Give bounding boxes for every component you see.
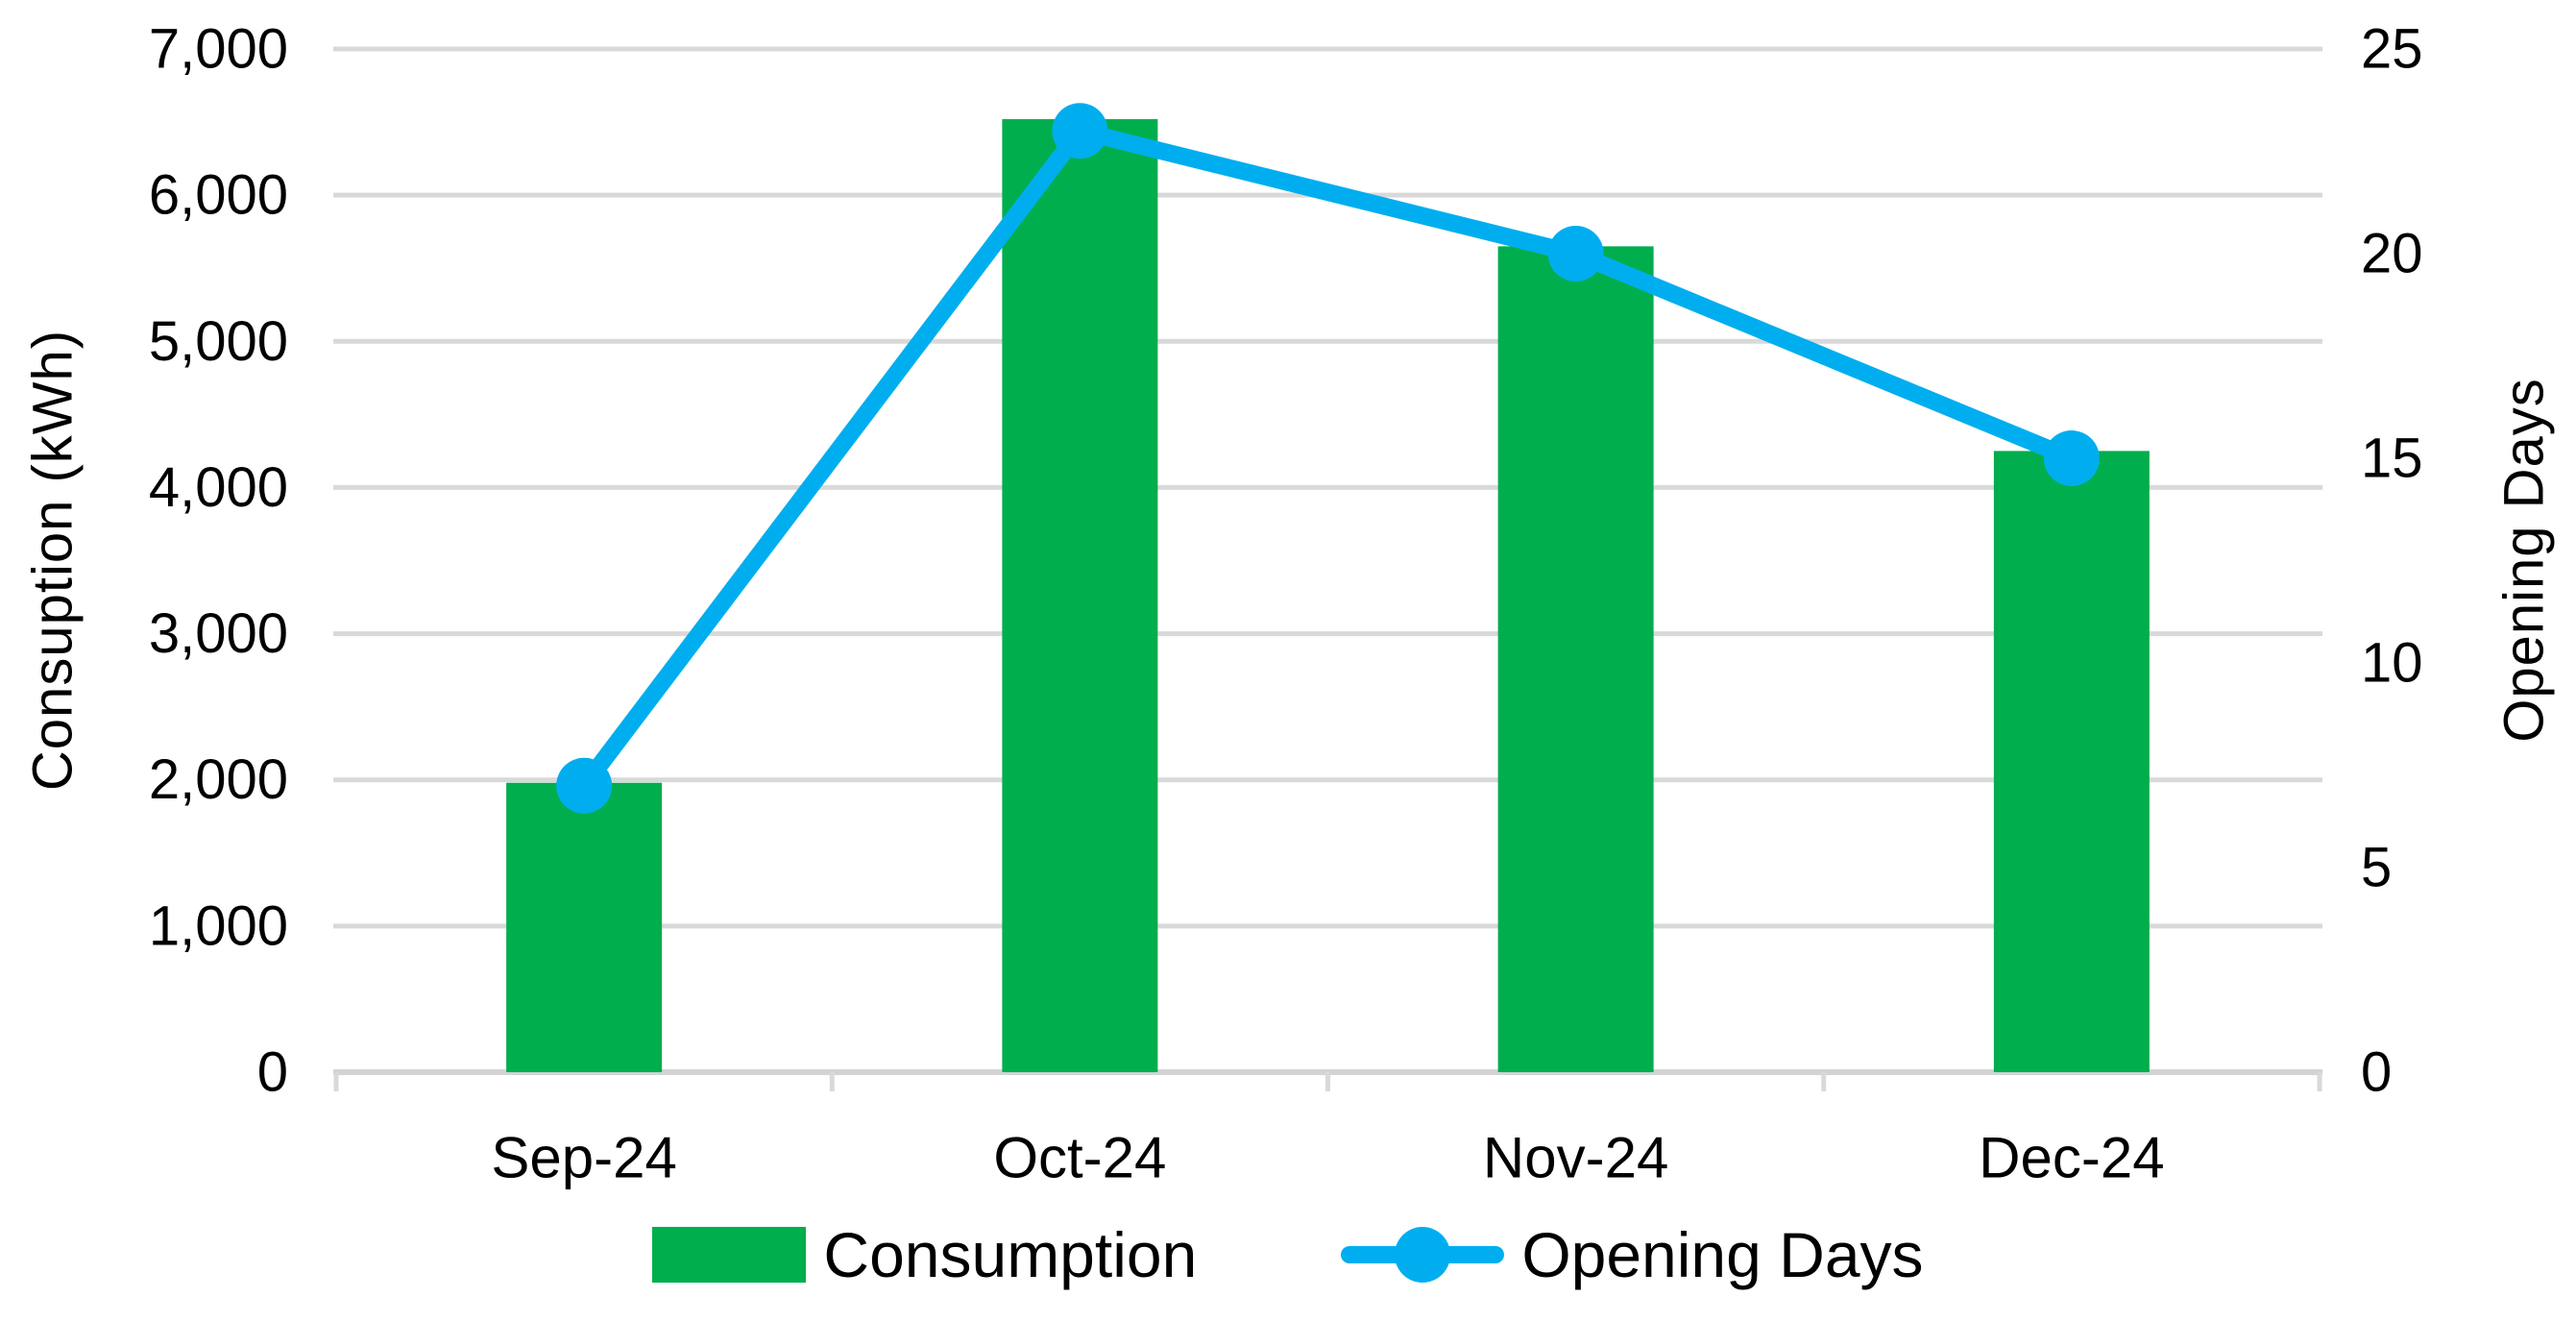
category-labels: Sep-24 Oct-24 Nov-24 Dec-24 <box>491 1126 2164 1190</box>
marker-sep-24 <box>556 757 613 814</box>
bar-dec-24 <box>1993 451 2150 1073</box>
right-axis-tick-label: 5 <box>2361 837 2392 899</box>
bar-sep-24 <box>506 782 663 1072</box>
right-axis-tick-label: 0 <box>2361 1041 2392 1104</box>
left-axis-tick-label: 7,000 <box>149 18 288 81</box>
opening-days-dot-icon <box>1395 1227 1451 1283</box>
legend-item-opening-days: Opening Days <box>1341 1218 1924 1291</box>
marker-dec-24 <box>2043 430 2100 486</box>
category-label-dec-24: Dec-24 <box>1979 1126 2164 1190</box>
category-label-oct-24: Oct-24 <box>993 1126 1166 1190</box>
legend: Consumption Opening Days <box>0 1218 2576 1291</box>
legend-label-consumption: Consumption <box>823 1219 1198 1290</box>
bar-nov-24 <box>1497 246 1654 1073</box>
right-axis-tick-label: 10 <box>2361 632 2423 695</box>
left-axis-tick-label: 6,000 <box>149 164 288 227</box>
consumption-swatch-icon <box>652 1227 807 1283</box>
opening-days-line <box>575 122 2080 795</box>
category-label-sep-24: Sep-24 <box>491 1126 676 1190</box>
x-axis-ticks <box>333 1072 2322 1091</box>
marker-oct-24 <box>1052 103 1108 159</box>
left-axis-title: Consuption (kWh) <box>21 329 85 792</box>
legend-item-consumption: Consumption <box>652 1218 1197 1291</box>
category-label-nov-24: Nov-24 <box>1483 1126 1668 1190</box>
left-axis-tick-label: 0 <box>257 1041 288 1104</box>
bar-series-consumption <box>506 119 2150 1073</box>
left-axis-tick-label: 2,000 <box>149 748 288 811</box>
right-axis-tick-label: 15 <box>2361 428 2423 490</box>
left-axis-tick-labels: 0 1,000 2,000 3,000 4,000 5,000 6,000 7,000 <box>149 18 288 1104</box>
left-axis-tick-label: 3,000 <box>149 602 288 665</box>
right-axis-tick-label: 25 <box>2361 18 2423 81</box>
legend-label-opening-days: Opening Days <box>1521 1219 1924 1290</box>
left-axis-tick-label: 1,000 <box>149 894 288 957</box>
right-axis-title: Opening Days <box>2492 378 2556 743</box>
line-series-opening-days <box>556 103 2100 814</box>
bar-oct-24 <box>1002 119 1158 1073</box>
left-axis-tick-label: 5,000 <box>149 310 288 373</box>
gridlines <box>333 46 2322 1075</box>
opening-days-line-icon <box>1341 1227 1505 1283</box>
right-axis-tick-labels: 0 5 10 15 20 25 <box>2361 18 2423 1104</box>
right-axis-tick-label: 20 <box>2361 223 2423 285</box>
left-axis-tick-label: 4,000 <box>149 456 288 519</box>
marker-nov-24 <box>1547 226 1604 282</box>
